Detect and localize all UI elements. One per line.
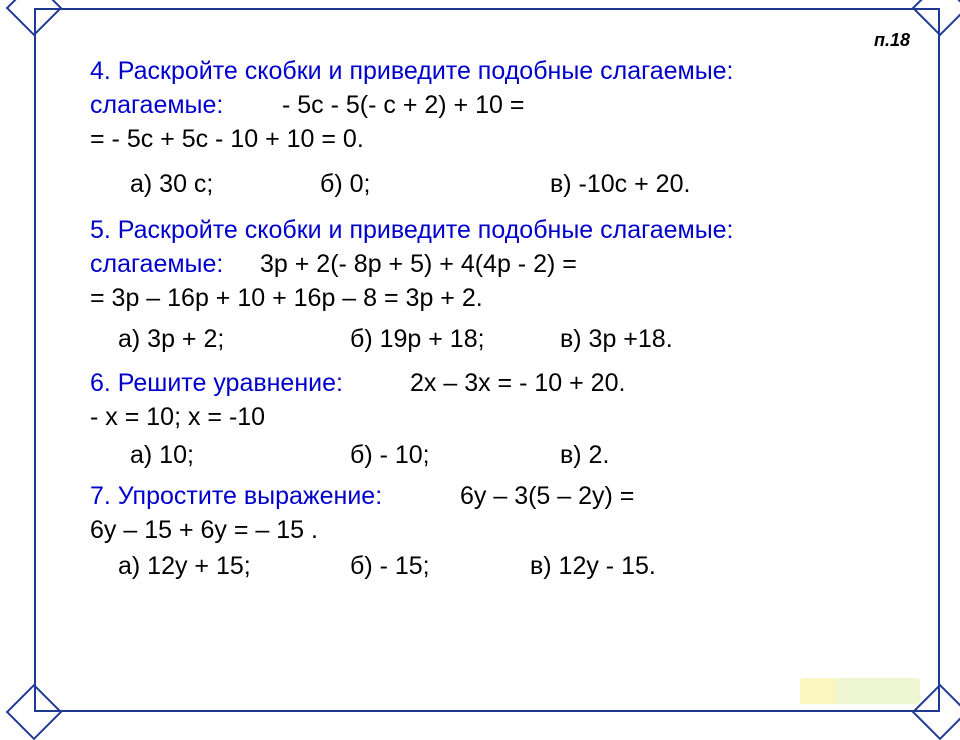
q4-prompt: 4. Раскройте скобки и приведите подобные… bbox=[90, 55, 734, 89]
q4-option-c: в) -10с + 20. bbox=[550, 168, 895, 202]
question-5: 5. Раскройте скобки и приведите подобные… bbox=[90, 214, 895, 357]
q5-option-c: в) 3р +18. bbox=[560, 323, 895, 357]
q7-prompt: 7. Упростите выражение: bbox=[90, 480, 460, 514]
watermark-logo bbox=[800, 678, 920, 704]
q6-option-a: а) 10; bbox=[90, 439, 350, 473]
question-6: 6. Решите уравнение: 2х – 3х = - 10 + 20… bbox=[90, 367, 895, 472]
q5-option-b: б) 19р + 18; bbox=[350, 323, 560, 357]
q4-working: = - 5с + 5с - 10 + 10 = 0. bbox=[90, 123, 895, 157]
q7-working: 6у – 15 + 6у = – 15 . bbox=[90, 514, 895, 548]
question-7: 7. Упростите выражение: 6у – 3(5 – 2у) =… bbox=[90, 480, 895, 583]
q4-expression: - 5с - 5(- с + 2) + 10 = bbox=[282, 89, 524, 123]
q5-prompt: 5. Раскройте скобки и приведите подобные… bbox=[90, 214, 734, 248]
q7-option-c: в) 12у - 15. bbox=[530, 550, 895, 584]
q7-option-b: б) - 15; bbox=[350, 550, 530, 584]
q4-prompt-tail: слагаемые: bbox=[90, 89, 282, 123]
q6-working: - х = 10; х = -10 bbox=[90, 401, 895, 435]
q7-option-a: а) 12у + 15; bbox=[90, 550, 350, 584]
q6-prompt: 6. Решите уравнение: bbox=[90, 367, 410, 401]
q6-option-c: в) 2. bbox=[560, 439, 895, 473]
q5-option-a: а) 3р + 2; bbox=[90, 323, 350, 357]
q6-expression: 2х – 3х = - 10 + 20. bbox=[410, 367, 625, 401]
q5-expression: 3р + 2(- 8р + 5) + 4(4р - 2) = bbox=[260, 248, 577, 282]
q5-prompt-tail: слагаемые: bbox=[90, 248, 260, 282]
q4-option-a: а) 30 с; bbox=[90, 168, 320, 202]
q5-working: = 3р – 16р + 10 + 16р – 8 = 3р + 2. bbox=[90, 282, 895, 316]
q6-option-b: б) - 10; bbox=[350, 439, 560, 473]
page-reference: п.18 bbox=[874, 30, 910, 51]
q4-option-b: б) 0; bbox=[320, 168, 550, 202]
question-4: 4. Раскройте скобки и приведите подобные… bbox=[90, 55, 895, 202]
q7-expression: 6у – 3(5 – 2у) = bbox=[460, 480, 634, 514]
slide-content: 4. Раскройте скобки и приведите подобные… bbox=[90, 55, 895, 700]
